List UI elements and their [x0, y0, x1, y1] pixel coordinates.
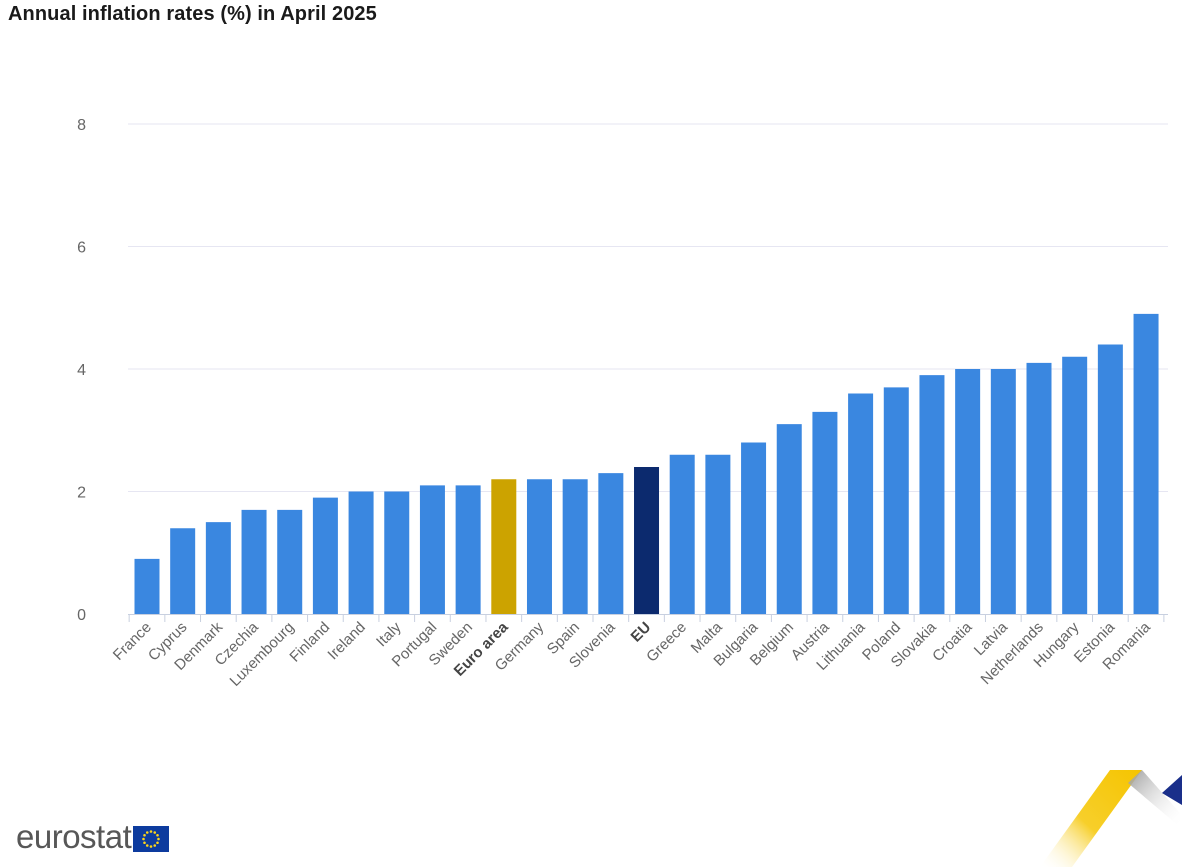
- bar-spain[interactable]: Spain: 2.2: [562, 479, 588, 614]
- x-axis: [128, 614, 1168, 622]
- bar-romania[interactable]: Romania: 4.9: [1133, 313, 1159, 615]
- y-tick-label: 2: [77, 485, 86, 502]
- bar-sweden[interactable]: Sweden: 2.1: [455, 485, 481, 615]
- y-tick-label: 6: [77, 240, 86, 257]
- bar-poland[interactable]: Poland: 3.7: [883, 387, 909, 615]
- bar-greece[interactable]: Greece: 2.6: [669, 454, 695, 614]
- x-label-ireland: Ireland: [324, 619, 368, 663]
- bar-chart: 0 2 4 6 8 France: 0.9 Cyprus: 1.4 Denmark: 1.5…: [77, 117, 1168, 690]
- bar-italy[interactable]: Italy: 2: [384, 491, 410, 615]
- bar-austria[interactable]: Austria: 3.3: [812, 411, 838, 615]
- bar-euro-area[interactable]: Euro area: 2.2: [491, 479, 517, 614]
- y-tick-label: 4: [77, 362, 86, 379]
- category-labels: FranceCyprusDenmarkCzechiaLuxembourgFinl…: [110, 618, 1155, 689]
- x-label-croatia: Croatia: [929, 618, 976, 665]
- eurostat-logo[interactable]: eurostat: [16, 818, 170, 856]
- bar-latvia[interactable]: Latvia: 4: [990, 369, 1016, 614]
- x-label-eu: EU: [628, 619, 655, 646]
- bar-croatia[interactable]: Croatia: 4: [955, 369, 981, 614]
- bar-finland[interactable]: Finland: 1.9: [312, 497, 338, 615]
- bar-portugal[interactable]: Portugal: 2.1: [419, 485, 445, 615]
- bar-bulgaria[interactable]: Bulgaria: 2.8: [741, 442, 767, 615]
- y-tick-label: 0: [77, 607, 86, 624]
- x-label-france: France: [110, 619, 155, 664]
- bar-cyprus[interactable]: Cyprus: 1.4: [170, 528, 196, 614]
- bar-malta[interactable]: Malta: 2.6: [705, 454, 731, 614]
- x-label-greece: Greece: [643, 619, 690, 666]
- bar-slovenia[interactable]: Slovenia: 2.3: [598, 473, 624, 615]
- bar-germany[interactable]: Germany: 2.2: [526, 479, 552, 614]
- bar-slovakia[interactable]: Slovakia: 3.9: [919, 375, 945, 615]
- bar-lithuania[interactable]: Lithuania: 3.6: [848, 393, 874, 615]
- logo-text: eurostat: [16, 818, 132, 855]
- bar-estonia[interactable]: Estonia: 4.4: [1097, 344, 1123, 615]
- bar-denmark[interactable]: Denmark: 1.5: [205, 522, 231, 615]
- bar-eu[interactable]: EU: 2.4: [634, 467, 660, 614]
- bar-luxembourg[interactable]: Luxembourg: 1.7: [277, 509, 303, 615]
- bar-ireland[interactable]: Ireland: 2: [348, 491, 374, 615]
- eu-flag-icon: [133, 826, 170, 852]
- bar-czechia[interactable]: Czechia: 1.7: [241, 509, 267, 615]
- chart-title: Annual inflation rates (%) in April 2025: [8, 3, 377, 25]
- decorative-chevron: [1040, 770, 1182, 867]
- bar-netherlands[interactable]: Netherlands: 4.1: [1026, 362, 1052, 615]
- y-tick-label: 8: [77, 117, 86, 134]
- bar-hungary[interactable]: Hungary: 4.2: [1062, 356, 1088, 614]
- x-label-finland: Finland: [286, 619, 333, 666]
- bars: France: 0.9 Cyprus: 1.4 Denmark: 1.5 Czechi…: [134, 313, 1159, 615]
- bar-belgium[interactable]: Belgium: 3.1: [776, 424, 802, 615]
- bar-france[interactable]: France: 0.9: [134, 558, 160, 615]
